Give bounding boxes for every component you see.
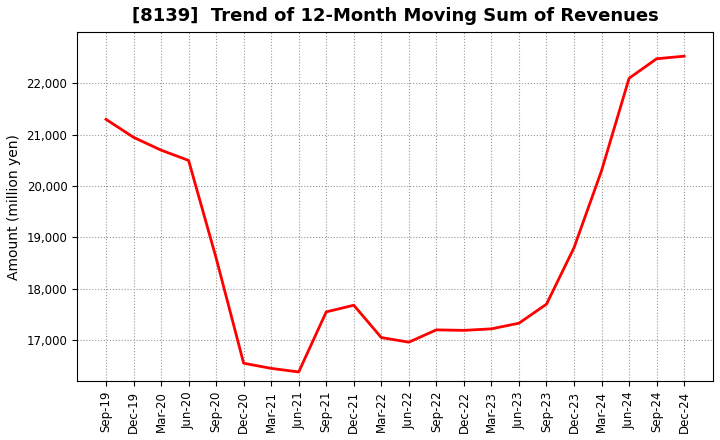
Title: [8139]  Trend of 12-Month Moving Sum of Revenues: [8139] Trend of 12-Month Moving Sum of R… <box>132 7 659 25</box>
Y-axis label: Amount (million yen): Amount (million yen) <box>7 134 21 279</box>
